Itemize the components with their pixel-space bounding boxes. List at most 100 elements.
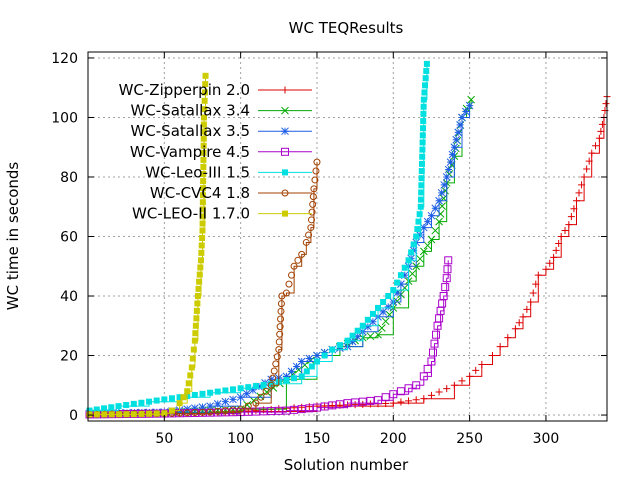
series-point — [276, 330, 284, 338]
series-point — [277, 307, 285, 315]
series-point — [305, 404, 314, 413]
series-point — [108, 404, 115, 411]
x-tick-label: 200 — [380, 431, 407, 447]
series-point — [442, 173, 451, 181]
series-point — [546, 259, 554, 267]
series-point — [307, 224, 315, 232]
series-point — [515, 319, 523, 327]
series-point — [390, 287, 397, 294]
series-point — [381, 317, 390, 326]
series-point — [93, 406, 100, 413]
series-point — [353, 332, 362, 341]
series-point — [259, 407, 268, 416]
series-point — [192, 330, 199, 337]
series-point — [269, 374, 277, 382]
series-point — [307, 216, 315, 224]
series-point — [244, 402, 252, 410]
series-point — [229, 395, 237, 404]
series-point — [193, 315, 200, 322]
series-point — [379, 308, 387, 316]
series-point — [588, 149, 596, 157]
series-point — [427, 211, 436, 220]
series-point — [298, 250, 306, 258]
series-point — [276, 323, 284, 331]
series-point — [419, 139, 426, 146]
series-point — [229, 406, 237, 414]
series-point — [200, 135, 207, 142]
legend-label: WC-Satallax 3.5 — [130, 122, 250, 140]
series-point — [423, 217, 432, 226]
x-tick-label: 300 — [533, 431, 560, 447]
series-point — [408, 249, 415, 256]
series-point — [374, 396, 383, 405]
series-point — [198, 403, 207, 411]
series-point — [408, 269, 417, 278]
series-point — [394, 279, 401, 286]
series-point — [199, 192, 206, 199]
series-point — [138, 399, 145, 406]
series-point — [519, 313, 527, 321]
series-point — [201, 114, 208, 121]
y-tick-label: 20 — [60, 349, 78, 365]
series-point — [198, 408, 206, 416]
series-point — [101, 405, 108, 412]
series-point — [369, 310, 376, 317]
series-point — [366, 396, 375, 405]
series-point — [428, 348, 437, 357]
series-point — [328, 401, 337, 410]
series-point — [418, 160, 425, 167]
series-point — [348, 337, 357, 346]
legend-marker — [281, 86, 289, 94]
series-point — [504, 334, 512, 342]
series-point — [377, 324, 386, 332]
series-point — [467, 95, 475, 104]
series-point — [410, 241, 417, 248]
series-point — [443, 385, 451, 393]
series-point — [192, 322, 199, 329]
series-point — [277, 300, 285, 308]
series-point — [221, 397, 230, 406]
series-5 — [86, 60, 430, 414]
series-point — [199, 206, 206, 213]
series-point — [335, 400, 344, 409]
series-point — [199, 390, 206, 397]
series-point — [351, 401, 359, 409]
series-point — [385, 293, 392, 300]
series-point — [420, 103, 427, 110]
series-point — [183, 405, 192, 413]
series-point — [214, 407, 222, 415]
legend-label: WC-Satallax 3.4 — [130, 102, 250, 120]
series-point — [282, 372, 291, 381]
series-point — [384, 303, 393, 311]
series-point — [349, 332, 356, 339]
series-point — [412, 381, 421, 390]
series-point — [183, 409, 191, 417]
series-point — [461, 107, 470, 116]
series-point — [196, 271, 203, 278]
series-point — [430, 339, 439, 348]
series-point — [527, 298, 535, 306]
series-point — [454, 128, 463, 137]
series-point — [200, 149, 207, 156]
chart-title: WC TEQResults — [289, 19, 404, 37]
series-point — [101, 411, 108, 418]
series-point — [308, 363, 315, 370]
legend-marker — [281, 189, 289, 197]
y-tick-label: 60 — [60, 230, 78, 246]
series-point — [195, 285, 202, 292]
legend-label: WC-Zipperpin 2.0 — [119, 81, 250, 99]
series-point — [427, 357, 436, 366]
series-point — [418, 175, 425, 182]
x-axis-title: Solution number — [284, 456, 409, 474]
y-tick-label: 0 — [69, 408, 78, 424]
legend-marker — [282, 210, 288, 217]
series-point — [358, 397, 367, 406]
series-point — [290, 405, 299, 414]
series-point — [116, 411, 123, 418]
series-point — [592, 142, 600, 150]
series-point — [214, 388, 221, 395]
series-point — [199, 213, 206, 220]
series-point — [262, 387, 270, 395]
y-axis-title: WC time in seconds — [4, 162, 22, 311]
